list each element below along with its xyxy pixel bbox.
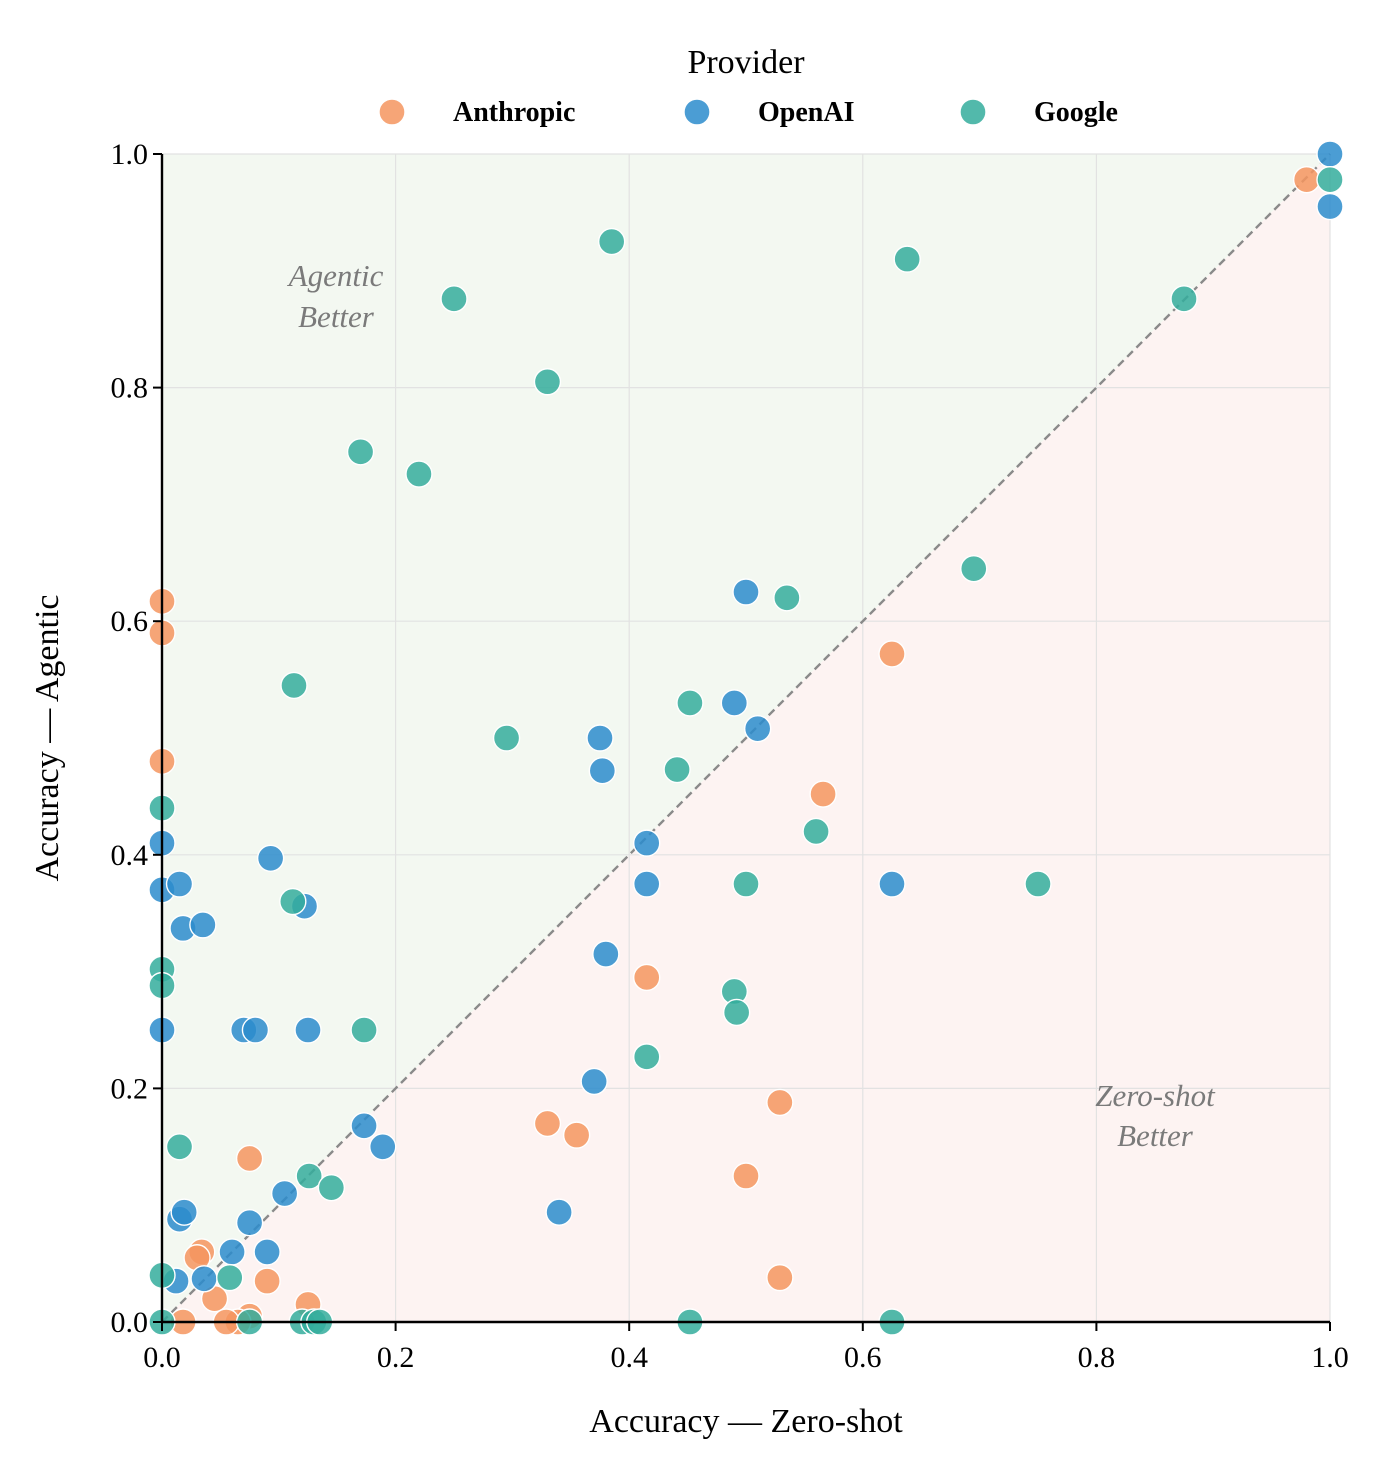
- y-tick-label: 0.8: [111, 372, 149, 405]
- x-tick-label: 0.2: [377, 1341, 415, 1374]
- legend-marker-anthropic: [378, 98, 406, 126]
- legend-label-openai: OpenAI: [758, 97, 854, 128]
- data-point-google: [440, 285, 468, 313]
- data-point-google: [279, 887, 307, 916]
- region-label-agentic-line1: Agentic: [287, 258, 384, 293]
- axis-ticks: 0.0 0.2 0.4 0.6 0.8 1.0 0.0 0.2 0.4 0.6 0.8 1.0: [111, 138, 1349, 1374]
- data-point-openai: [253, 1238, 281, 1266]
- data-point-openai: [294, 1016, 322, 1044]
- data-point-google: [350, 1016, 378, 1044]
- data-point-openai: [732, 578, 760, 606]
- data-point-openai: [633, 870, 661, 898]
- data-point-openai: [586, 724, 614, 752]
- data-point-anthropic: [732, 1162, 760, 1190]
- data-point-google: [676, 689, 704, 717]
- data-point-google: [317, 1173, 346, 1202]
- data-point-google: [773, 584, 801, 612]
- y-axis-title: Accuracy — Agentic: [29, 595, 66, 882]
- data-point-openai: [270, 1179, 299, 1208]
- data-point-openai: [1316, 192, 1344, 221]
- y-tick-label: 0.2: [111, 1072, 149, 1105]
- data-point-google: [533, 368, 562, 396]
- data-point-openai: [189, 911, 217, 939]
- region-label-zero-shot-line1: Zero-shot: [1095, 1078, 1216, 1113]
- data-point-google: [663, 755, 691, 784]
- data-point-openai: [190, 1265, 218, 1293]
- grid-lines: [161, 153, 1331, 1323]
- legend-marker-openai: [683, 98, 711, 126]
- data-point-google: [1024, 870, 1052, 898]
- data-point-google: [492, 724, 521, 752]
- legend-label-anthropic: Anthropic: [453, 97, 575, 128]
- data-point-google: [1316, 165, 1344, 194]
- x-tick-label: 0.4: [610, 1341, 648, 1374]
- data-points: [148, 140, 1344, 1336]
- data-point-google: [802, 817, 830, 846]
- legend-title: Provider: [687, 44, 805, 81]
- data-point-openai: [218, 1238, 246, 1266]
- y-tick-label: 0.4: [111, 839, 149, 872]
- data-point-openai: [743, 714, 772, 743]
- data-point-google: [893, 245, 921, 273]
- x-tick-label: 1.0: [1311, 1341, 1349, 1374]
- data-point-openai: [633, 829, 661, 857]
- data-point-anthropic: [766, 1263, 794, 1292]
- data-point-openai: [580, 1067, 608, 1096]
- data-point-openai: [256, 844, 285, 873]
- data-point-google: [597, 227, 626, 256]
- data-point-anthropic: [533, 1109, 562, 1138]
- data-point-anthropic: [809, 780, 837, 808]
- data-point-google: [165, 1133, 194, 1161]
- y-tick-label: 0.6: [111, 605, 149, 638]
- legend-marker-google: [959, 98, 987, 126]
- data-point-openai: [241, 1016, 270, 1044]
- x-axis-title: Accuracy — Zero-shot: [589, 1403, 903, 1440]
- data-point-google: [732, 870, 760, 898]
- x-tick-label: 0.0: [143, 1341, 181, 1374]
- data-point-openai: [165, 870, 194, 898]
- data-point-anthropic: [878, 640, 906, 668]
- data-point-anthropic: [766, 1088, 794, 1117]
- legend: Anthropic OpenAI Google: [378, 97, 1118, 128]
- data-point-anthropic: [235, 1144, 264, 1173]
- x-tick-label: 0.6: [844, 1341, 882, 1374]
- data-point-google: [295, 1162, 323, 1190]
- data-point-openai: [1316, 140, 1344, 168]
- data-point-openai: [350, 1112, 378, 1140]
- data-point-openai: [545, 1198, 573, 1226]
- data-point-google: [633, 1043, 661, 1071]
- y-tick-label: 1.0: [111, 138, 149, 171]
- data-point-openai: [878, 870, 906, 898]
- data-point-google: [405, 460, 433, 488]
- data-point-openai: [369, 1133, 397, 1161]
- data-point-openai: [588, 757, 617, 785]
- data-point-google: [1170, 285, 1198, 313]
- data-point-openai: [592, 940, 620, 968]
- data-point-google: [280, 671, 308, 700]
- data-point-google: [960, 554, 988, 583]
- region-label-agentic-line2: Better: [298, 299, 375, 334]
- legend-label-google: Google: [1034, 97, 1118, 128]
- x-tick-label: 0.8: [1078, 1341, 1116, 1374]
- data-point-openai: [170, 1198, 198, 1226]
- data-point-google: [216, 1263, 244, 1292]
- region-label-zero-shot-line2: Better: [1117, 1118, 1194, 1153]
- data-point-anthropic: [253, 1267, 281, 1295]
- data-point-google: [346, 438, 375, 466]
- data-point-anthropic: [633, 963, 661, 992]
- data-point-google: [722, 998, 751, 1027]
- data-point-openai: [720, 689, 749, 717]
- data-point-anthropic: [1292, 165, 1321, 194]
- data-point-anthropic: [562, 1121, 591, 1149]
- data-point-openai: [235, 1209, 264, 1237]
- y-tick-label: 0.0: [111, 1306, 149, 1339]
